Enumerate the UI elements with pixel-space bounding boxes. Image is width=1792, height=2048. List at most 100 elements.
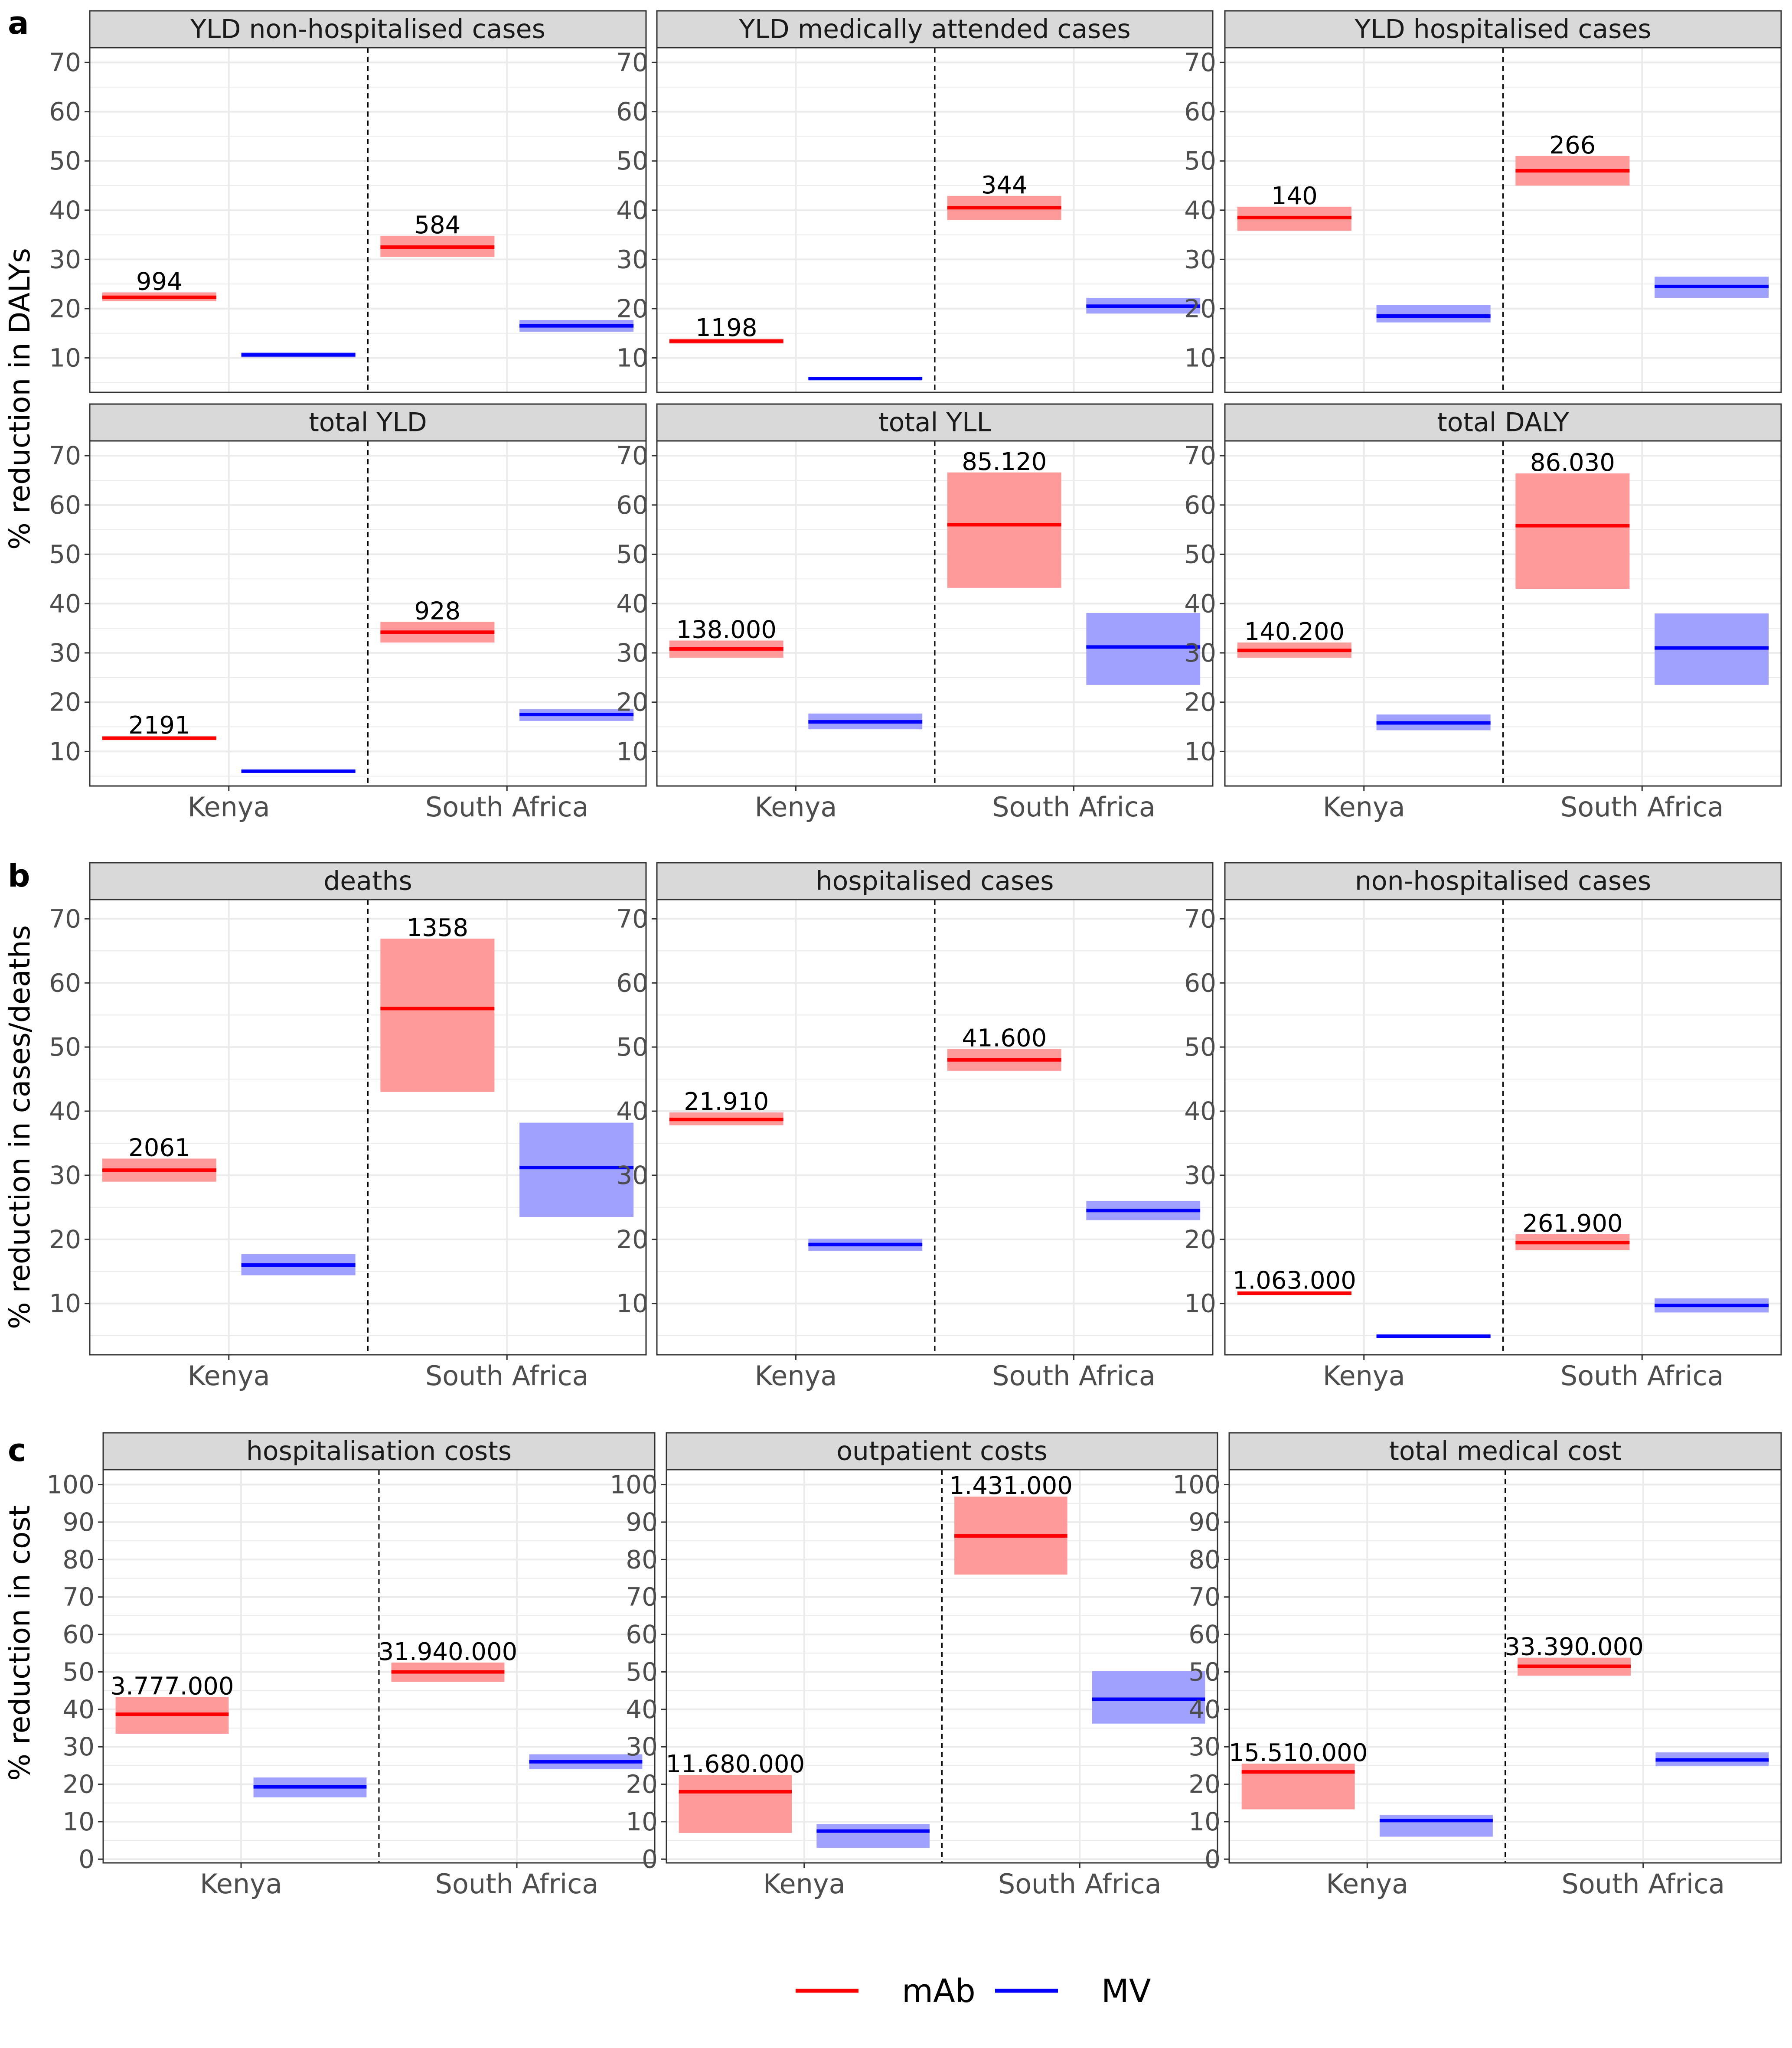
y-tick-label: 60 [49, 968, 81, 998]
x-tick-label-south-africa: South Africa [992, 791, 1155, 823]
facet-title: hospitalisation costs [246, 1436, 512, 1467]
y-tick-label: 70 [49, 48, 81, 77]
y-tick-label: 70 [1184, 904, 1216, 933]
panel-yld-medically-attended-cases: YLD medically attended cases 10 20 30 40 50 60… [616, 10, 1214, 393]
x-tick-label-kenya: Kenya [188, 1360, 270, 1392]
panel-border [666, 1469, 1218, 1864]
y-tick-label: 50 [616, 146, 648, 176]
panel-border [89, 440, 647, 787]
y-tick-label: 20 [616, 688, 648, 717]
data-label-mab-south-africa: 41.600 [962, 1024, 1047, 1053]
panel-border [1224, 899, 1782, 1356]
y-tick-label: 60 [616, 490, 648, 520]
y-tick-label: 80 [1188, 1545, 1221, 1574]
y-tick-label: 40 [62, 1695, 95, 1724]
y-tick-label: 40 [1188, 1695, 1221, 1724]
legend: mAb MV [796, 1973, 1151, 2010]
y-tick-label: 70 [49, 441, 81, 470]
y-tick-label: 40 [49, 589, 81, 618]
y-title-cost: % reduction in cost [3, 1505, 36, 1781]
y-tick-label: 20 [49, 294, 81, 323]
data-label-mab-kenya: 2061 [128, 1134, 190, 1162]
ci-band-mab-south-africa [1515, 473, 1630, 589]
data-label-mab-south-africa: 266 [1549, 131, 1596, 160]
y-tick-label: 10 [1188, 1807, 1221, 1836]
facet-strip [1224, 403, 1782, 442]
data-label-mab-kenya: 11.680.000 [666, 1750, 805, 1778]
y-tick-label: 90 [1188, 1507, 1221, 1537]
data-label-mab-kenya: 2191 [128, 711, 190, 740]
data-label-mab-kenya: 1.063.000 [1233, 1267, 1356, 1295]
y-tick-label: 60 [616, 97, 648, 127]
y-tick-label: 50 [1188, 1657, 1221, 1686]
panel-hospitalisation-costs: hospitalisation costs 0 10 20 30 40 50 60 70 80 90… [46, 1432, 656, 1900]
legend-label-mab: mAb [902, 1973, 976, 2010]
y-tick-label: 20 [62, 1770, 95, 1799]
y-tick-label: 60 [49, 97, 81, 127]
y-tick-label: 10 [49, 343, 81, 373]
panel-total-yld: total YLD 10 20 30 40 50 60 70 2191 928 Kenya South… [49, 403, 647, 823]
data-label-mab-kenya: 138.000 [676, 616, 777, 644]
y-tick-label: 30 [616, 638, 648, 668]
y-tick-label: 50 [616, 1032, 648, 1062]
data-label-mab-kenya: 21.910 [684, 1088, 769, 1116]
facet-title: total medical cost [1389, 1436, 1621, 1467]
y-tick-label: 100 [1172, 1470, 1221, 1500]
legend-label-mv: MV [1101, 1973, 1151, 2010]
y-tick-label: 60 [1184, 97, 1216, 127]
y-tick-label: 70 [616, 904, 648, 933]
panel-non-hospitalised-cases: non-hospitalised cases 10 20 30 40 50 60 70 1.06… [1184, 862, 1782, 1392]
x-tick-label-south-africa: South Africa [425, 791, 589, 823]
facet-strip [89, 862, 647, 900]
y-tick-label: 20 [616, 1225, 648, 1254]
panel-border [102, 1469, 656, 1864]
y-tick-label: 20 [49, 688, 81, 717]
data-label-mab-south-africa: 261.900 [1522, 1210, 1623, 1238]
y-tick-label: 80 [62, 1545, 95, 1574]
y-tick-label: 40 [616, 1096, 648, 1126]
ci-band-mv-kenya [816, 1824, 930, 1848]
ci-band-mv-kenya [1379, 1815, 1493, 1837]
facet-title: YLD hospitalised cases [1354, 14, 1651, 45]
y-tick-label: 40 [616, 196, 648, 225]
x-tick-label-kenya: Kenya [188, 791, 270, 823]
y-tick-label: 60 [1184, 968, 1216, 998]
y-tick-label: 20 [1184, 1225, 1216, 1254]
panel-total-medical-cost: total medical cost 0 10 20 30 40 50 60 70 80 90 100… [1172, 1432, 1782, 1900]
data-label-mab-south-africa: 1.431.000 [949, 1472, 1073, 1500]
panel-border [656, 47, 1214, 393]
facet-title: total YLD [309, 408, 427, 438]
y-tick-label: 60 [49, 490, 81, 520]
ci-band-mv-south-africa [519, 1122, 634, 1217]
facet-title: total YLL [878, 408, 991, 438]
x-tick-label-south-africa: South Africa [425, 1360, 589, 1392]
panel-outpatient-costs: outpatient costs010203040506070809010011… [610, 1432, 1218, 1900]
x-tick-label-south-africa: South Africa [1560, 1360, 1724, 1392]
y-tick-label: 50 [49, 1032, 81, 1062]
y-tick-label: 90 [626, 1507, 658, 1537]
ci-band-mv-south-africa [1086, 613, 1201, 685]
y-tick-label: 30 [1184, 638, 1216, 668]
y-tick-label: 30 [1184, 1161, 1216, 1190]
y-tick-label: 60 [62, 1620, 95, 1649]
data-label-mab-kenya: 1198 [695, 314, 757, 342]
y-tick-label: 100 [46, 1470, 95, 1500]
data-label-mab-kenya: 140.200 [1244, 618, 1345, 646]
data-label-mab-south-africa: 86.030 [1530, 449, 1615, 477]
ci-band-mab-south-africa [380, 939, 495, 1092]
panel-border [656, 899, 1214, 1356]
facet-strip [1224, 10, 1782, 49]
y-tick-label: 0 [78, 1844, 95, 1874]
y-tick-label: 50 [1184, 1032, 1216, 1062]
y-tick-label: 10 [626, 1807, 658, 1836]
facet-strip [1224, 862, 1782, 900]
y-tick-label: 60 [626, 1620, 658, 1649]
x-tick-label-south-africa: South Africa [435, 1868, 599, 1900]
y-tick-label: 50 [49, 146, 81, 176]
y-tick-label: 0 [642, 1844, 658, 1874]
facet-title: YLD non-hospitalised cases [190, 14, 545, 45]
x-tick-label-kenya: Kenya [763, 1868, 845, 1900]
x-tick-label-south-africa: South Africa [992, 1360, 1155, 1392]
y-tick-label: 10 [49, 1289, 81, 1318]
